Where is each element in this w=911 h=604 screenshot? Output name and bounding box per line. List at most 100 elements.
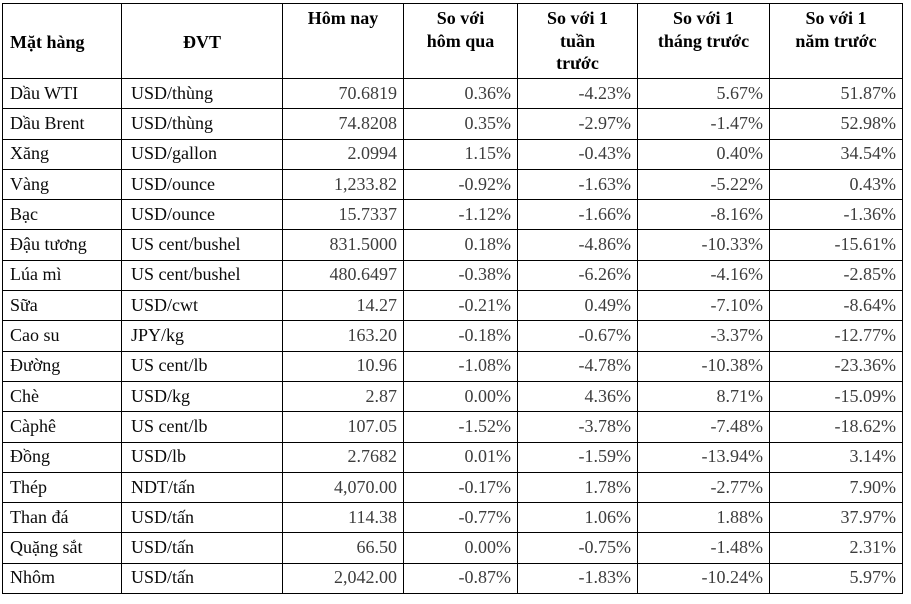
cell-vs-last-month: -7.48% [637, 411, 770, 443]
cell-vs-last-week: -0.75% [517, 532, 638, 564]
cell-vs-last-month: -1.48% [637, 532, 770, 564]
cell-vs-last-year: 52.98% [769, 108, 903, 140]
cell-vs-last-year: 2.31% [769, 532, 903, 564]
cell-unit: US cent/bushel [121, 229, 283, 261]
cell-vs-last-week: 1.78% [517, 471, 638, 504]
cell-unit: US cent/lb [121, 411, 283, 443]
cell-vs-last-week: -4.78% [517, 350, 638, 382]
table-row: Dầu Brent USD/thùng 74.8208 0.35% -2.97% -1.4… [2, 108, 903, 140]
column-header-vs-yesterday: So với hôm qua [403, 3, 518, 79]
cell-commodity: Nhôm [2, 562, 122, 595]
cell-commodity: Thép [2, 471, 122, 504]
cell-today: 1,233.82 [282, 168, 404, 201]
cell-vs-last-month: -10.33% [637, 229, 770, 261]
table-row: Cao su JPY/kg 163.20 -0.18% -0.67% -3.37% -12.… [2, 320, 903, 352]
cell-vs-last-week: -0.67% [517, 320, 638, 352]
table-row: Sữa USD/cwt 14.27 -0.21% 0.49% -7.10% -8.64% [2, 290, 903, 322]
cell-vs-last-week: -1.66% [517, 199, 638, 231]
cell-vs-last-year: -1.36% [769, 199, 903, 231]
cell-vs-yesterday: 1.15% [403, 138, 518, 170]
cell-today: 10.96 [282, 350, 404, 382]
cell-vs-last-year: -15.09% [769, 380, 903, 413]
cell-commodity: Đậu tương [2, 229, 122, 261]
table-row: Đường US cent/lb 10.96 -1.08% -4.78% -10.38% -… [2, 350, 903, 382]
cell-vs-yesterday: -0.21% [403, 290, 518, 322]
cell-vs-last-year: -12.77% [769, 320, 903, 352]
cell-vs-yesterday: -0.77% [403, 502, 518, 534]
cell-today: 70.6819 [282, 77, 404, 110]
table-row: Xăng USD/gallon 2.0994 1.15% -0.43% 0.40% 34.5… [2, 138, 903, 170]
cell-vs-last-week: -6.26% [517, 259, 638, 292]
cell-vs-last-week: 4.36% [517, 380, 638, 413]
cell-vs-yesterday: -1.52% [403, 411, 518, 443]
table-row: Đồng USD/lb 2.7682 0.01% -1.59% -13.94% 3.14% [2, 441, 903, 473]
table-row: Đậu tương US cent/bushel 831.5000 0.18% -4.8… [2, 229, 903, 261]
cell-today: 15.7337 [282, 199, 404, 231]
cell-vs-last-month: 8.71% [637, 380, 770, 413]
cell-unit: USD/kg [121, 380, 283, 413]
cell-today: 2.87 [282, 380, 404, 413]
table-row: Lúa mì US cent/bushel 480.6497 -0.38% -6.26%… [2, 259, 903, 292]
cell-commodity: Đường [2, 350, 122, 382]
cell-commodity: Càphê [2, 411, 122, 443]
cell-unit: NDT/tấn [121, 471, 283, 504]
cell-vs-yesterday: 0.00% [403, 380, 518, 413]
table-row: Than đá USD/tấn 114.38 -0.77% 1.06% 1.88% 37.9… [2, 502, 903, 534]
cell-vs-yesterday: 0.18% [403, 229, 518, 261]
cell-commodity: Vàng [2, 168, 122, 201]
cell-vs-yesterday: -0.17% [403, 471, 518, 504]
cell-today: 14.27 [282, 290, 404, 322]
cell-unit: USD/ounce [121, 199, 283, 231]
column-header-vs-last-month: So với 1 tháng trước [637, 3, 770, 79]
cell-vs-last-year: 0.43% [769, 168, 903, 201]
cell-today: 4,070.00 [282, 471, 404, 504]
cell-vs-yesterday: 0.36% [403, 77, 518, 110]
cell-vs-last-year: -8.64% [769, 290, 903, 322]
cell-vs-last-week: -4.23% [517, 77, 638, 110]
cell-unit: USD/tấn [121, 502, 283, 534]
cell-unit: USD/ounce [121, 168, 283, 201]
cell-vs-last-month: 5.67% [637, 77, 770, 110]
cell-vs-last-week: -3.78% [517, 411, 638, 443]
cell-vs-last-month: 1.88% [637, 502, 770, 534]
cell-vs-last-year: 51.87% [769, 77, 903, 110]
cell-commodity: Bạc [2, 199, 122, 231]
cell-unit: USD/thùng [121, 108, 283, 140]
cell-vs-last-week: -4.86% [517, 229, 638, 261]
cell-vs-last-year: -23.36% [769, 350, 903, 382]
cell-vs-last-year: 5.97% [769, 562, 903, 595]
cell-vs-last-month: -1.47% [637, 108, 770, 140]
cell-vs-yesterday: -0.87% [403, 562, 518, 595]
cell-vs-last-week: -2.97% [517, 108, 638, 140]
cell-vs-last-month: -3.37% [637, 320, 770, 352]
cell-unit: US cent/bushel [121, 259, 283, 292]
table-row: Bạc USD/ounce 15.7337 -1.12% -1.66% -8.16% -1.… [2, 199, 903, 231]
table-header-row: Mặt hàng ĐVT Hôm nay So với hôm qua So v… [2, 3, 903, 79]
cell-vs-yesterday: 0.01% [403, 441, 518, 473]
cell-unit: USD/cwt [121, 290, 283, 322]
cell-vs-last-week: 0.49% [517, 290, 638, 322]
cell-vs-yesterday: -0.18% [403, 320, 518, 352]
cell-today: 114.38 [282, 502, 404, 534]
table-row: Dầu WTI USD/thùng 70.6819 0.36% -4.23% 5.67% 5… [2, 77, 903, 110]
cell-today: 2.7682 [282, 441, 404, 473]
cell-vs-last-week: -0.43% [517, 138, 638, 170]
cell-commodity: Chè [2, 380, 122, 413]
cell-vs-last-year: 7.90% [769, 471, 903, 504]
cell-unit: US cent/lb [121, 350, 283, 382]
column-header-vs-last-week: So với 1 tuần trước [517, 3, 638, 79]
cell-vs-last-month: -5.22% [637, 168, 770, 201]
cell-unit: JPY/kg [121, 320, 283, 352]
table-row: Càphê US cent/lb 107.05 -1.52% -3.78% -7.48% -… [2, 411, 903, 443]
table-row: Quặng sắt USD/tấn 66.50 0.00% -0.75% -1.48% 2.… [2, 532, 903, 564]
cell-vs-last-week: 1.06% [517, 502, 638, 534]
column-header-today: Hôm nay [282, 3, 404, 79]
cell-vs-last-week: -1.63% [517, 168, 638, 201]
cell-today: 163.20 [282, 320, 404, 352]
table-row: Chè USD/kg 2.87 0.00% 4.36% 8.71% -15.09% [2, 380, 903, 413]
cell-unit: USD/lb [121, 441, 283, 473]
table-row: Nhôm USD/tấn 2,042.00 -0.87% -1.83% -10.24% 5.… [2, 562, 903, 595]
cell-vs-last-year: -18.62% [769, 411, 903, 443]
cell-vs-last-month: -13.94% [637, 441, 770, 473]
cell-vs-last-month: 0.40% [637, 138, 770, 170]
